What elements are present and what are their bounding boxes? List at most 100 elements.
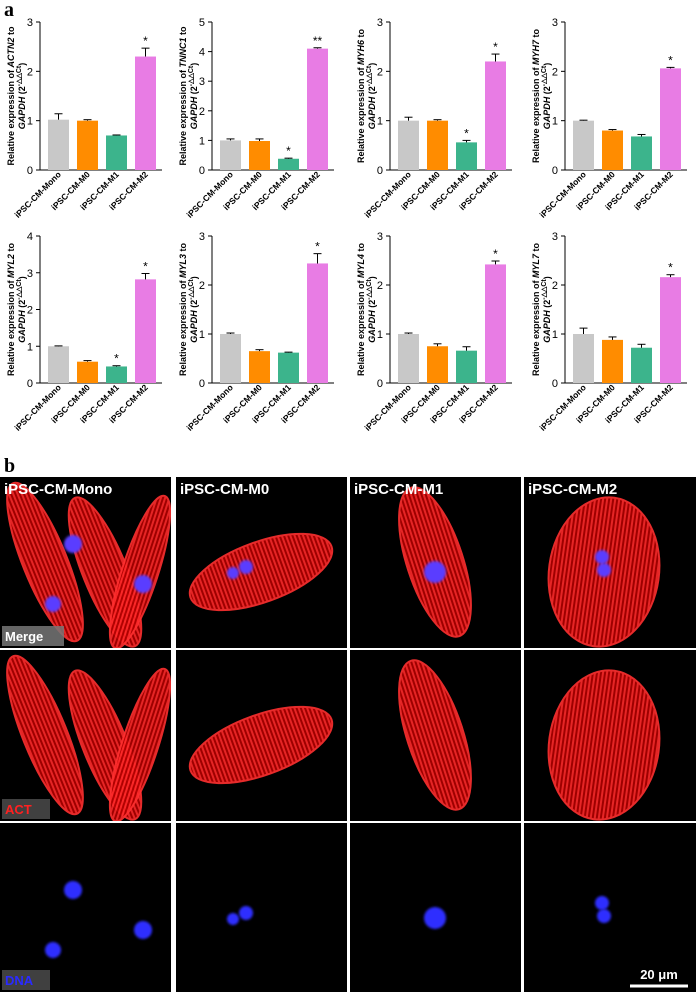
nucleus [597,909,611,923]
micrograph-act-ipsc-cm-m2 [524,650,696,821]
significance-marker: * [143,259,148,273]
row-label-background [2,970,50,990]
bar-ipsc-cm-m2 [660,68,681,170]
micrograph-background [0,823,171,992]
nucleus [64,535,82,553]
actin-cell [188,705,334,785]
bar-ipsc-cm-m2 [485,264,506,383]
y-axis-label-line2: GAPDH (2-△△Ct) [16,63,27,130]
y-tick-label: 2 [27,66,33,78]
nucleus [595,896,609,910]
y-axis-label-line2: GAPDH (2-△△Ct) [366,276,377,343]
bar-ipsc-cm-mono [573,120,594,170]
bar-ipsc-cm-m0 [427,120,448,170]
y-tick-label: 1 [377,329,383,341]
y-tick-label: 3 [377,231,383,243]
significance-marker: * [493,40,498,54]
nucleus [239,906,253,920]
nucleus [424,907,446,929]
actin-cell [188,532,334,612]
bar-ipsc-cm-m1 [456,350,477,383]
y-tick-label: 0 [199,165,205,177]
bar-ipsc-cm-m0 [249,351,270,383]
chart-myh7: 0123iPSC-CM-MonoiPSC-CM-M0iPSC-CM-M1*iPS… [531,17,687,220]
y-tick-label: 3 [552,231,558,243]
row-label-background [2,799,50,819]
micrograph-background [524,823,696,992]
micrograph-act-ipsc-cm-m1 [350,650,521,821]
y-tick-label: 1 [199,329,205,341]
micrograph-act-ipsc-cm-m0 [176,650,347,821]
bar-ipsc-cm-m1 [631,136,652,170]
micrograph-dna-ipsc-cm-m2 [524,823,696,992]
y-axis-label-line2: GAPDH (2-△△Ct) [541,276,552,343]
actin-cell [398,659,472,811]
significance-marker: * [315,240,320,254]
micrograph-act-ipsc-cm-mono [0,650,171,821]
y-tick-label: 2 [377,280,383,292]
bar-ipsc-cm-m0 [602,130,623,170]
bar-ipsc-cm-m0 [427,346,448,383]
nucleus [64,881,82,899]
column-header: iPSC-CM-M0 [180,481,269,498]
bar-ipsc-cm-m0 [602,339,623,383]
y-tick-label: 3 [199,76,205,88]
y-tick-label: 2 [199,280,205,292]
y-tick-label: 1 [27,341,33,353]
bar-ipsc-cm-m2 [485,61,506,170]
y-tick-label: 0 [27,165,33,177]
bar-ipsc-cm-mono [48,346,69,383]
actin-cell [108,667,171,821]
chart-myh6: 0123iPSC-CM-MonoiPSC-CM-M0*iPSC-CM-M1*iP… [356,17,512,220]
significance-marker: * [114,352,119,366]
y-axis-label-line1: Relative expression of MYL7 to [531,242,541,376]
y-tick-label: 3 [199,231,205,243]
chart-myl7: 0123iPSC-CM-MonoiPSC-CM-M0iPSC-CM-M1*iPS… [531,231,687,433]
significance-marker: * [668,261,673,275]
nucleus [45,596,61,612]
micrograph-dna-ipsc-cm-m0 [176,823,347,992]
actin-cell [547,669,661,821]
significance-marker: * [464,126,469,140]
actin-cell [6,481,84,643]
y-tick-label: 1 [377,116,383,128]
micrograph-dna-ipsc-cm-mono [0,823,171,992]
y-tick-label: 0 [552,165,558,177]
y-axis-label-line1: Relative expression of MYL4 to [356,242,366,376]
y-axis-label-line1: Relative expression of ACTN2 to [6,26,16,166]
y-tick-label: 3 [377,17,383,29]
significance-marker: * [668,53,673,67]
row-label: DNA [5,973,34,988]
row-label: Merge [5,629,43,644]
bar-ipsc-cm-m1 [456,142,477,170]
y-axis-label-line1: Relative expression of MYH7 to [531,28,541,163]
actin-cell [108,494,171,648]
y-axis-label-line2: GAPDH (2-△△Ct) [188,63,199,130]
micrograph-merge-ipsc-cm-m2 [524,477,696,648]
actin-cell [6,654,84,816]
y-tick-label: 3 [27,17,33,29]
y-axis-label-line1: Relative expression of MYL2 to [6,242,16,376]
chart-tnnc1: 012345iPSC-CM-MonoiPSC-CM-M0*iPSC-CM-M1*… [178,17,334,220]
nucleus [134,575,152,593]
y-tick-label: 4 [27,231,33,243]
y-axis-label-line1: Relative expression of MYL3 to [178,242,188,376]
bar-ipsc-cm-m1 [278,158,299,170]
y-tick-label: 3 [552,17,558,29]
y-tick-label: 0 [199,378,205,390]
nucleus [597,563,611,577]
y-tick-label: 0 [27,378,33,390]
chart-actn2: 0123iPSC-CM-MonoiPSC-CM-M0iPSC-CM-M1*iPS… [6,17,162,220]
y-tick-label: 3 [27,268,33,280]
significance-marker: * [286,144,291,158]
bar-ipsc-cm-mono [220,140,241,170]
nucleus [134,921,152,939]
micrograph-background [176,823,347,992]
column-header: iPSC-CM-M1 [354,481,443,498]
panel-b-label: b [4,455,15,477]
micrograph-dna-ipsc-cm-m1 [350,823,521,992]
bar-ipsc-cm-m1 [278,352,299,383]
y-tick-label: 2 [552,280,558,292]
bar-ipsc-cm-mono [220,334,241,383]
y-tick-label: 1 [27,116,33,128]
